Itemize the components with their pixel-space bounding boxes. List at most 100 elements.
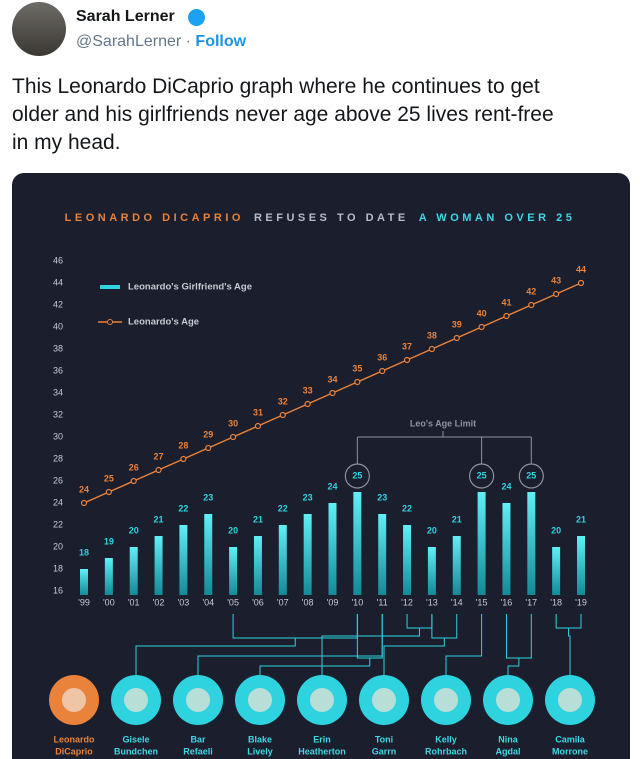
- point: [304, 400, 311, 408]
- person-name: Leonardo: [53, 734, 95, 744]
- point: [379, 367, 386, 375]
- x-tick-label: '17: [525, 597, 537, 607]
- y-tick-label: 32: [53, 409, 63, 419]
- bar: [527, 492, 536, 595]
- portrait-face: [372, 688, 396, 712]
- data-label: 30: [228, 418, 238, 428]
- tweet-text: older and his girlfriends never age abov…: [12, 103, 554, 126]
- data-label: 25: [477, 470, 487, 480]
- person-name: Rohrbach: [425, 746, 467, 756]
- connector: [445, 614, 483, 675]
- title-part: REFUSES TO DATE: [254, 212, 409, 224]
- x-tick-label: '11: [377, 597, 388, 607]
- person-name: Garrn: [372, 746, 397, 756]
- data-label: 20: [129, 525, 139, 535]
- chart-title: LEONARDO DICAPRIO REFUSES TO DATE A WOMAN …: [65, 212, 576, 224]
- y-tick-label: 24: [53, 497, 63, 507]
- x-tick-label: '03: [178, 597, 190, 607]
- data-label: 27: [154, 451, 164, 461]
- portrait-face: [62, 688, 86, 712]
- follow[interactable]: Follow: [195, 33, 247, 50]
- bar: [452, 536, 461, 595]
- bar: [80, 569, 88, 595]
- y-tick-label: 18: [53, 563, 63, 573]
- x-tick-label: '18: [550, 597, 562, 607]
- annotation: Leo's Age Limit: [410, 418, 476, 428]
- x-tick-label: '15: [476, 597, 488, 607]
- person-name: Lively: [247, 746, 273, 756]
- data-label: 21: [154, 514, 164, 524]
- point: [155, 466, 162, 474]
- person-name: Toni: [375, 734, 393, 744]
- data-label: 37: [402, 341, 412, 351]
- portrait-face: [248, 688, 272, 712]
- tweet-text: This Leonardo DiCaprio graph where he co…: [12, 75, 540, 98]
- data-label: 36: [377, 352, 387, 362]
- point: [553, 290, 560, 298]
- bar: [353, 492, 362, 595]
- bar: [253, 536, 262, 595]
- data-label: 23: [377, 492, 387, 502]
- person-name: Refaeli: [183, 746, 213, 756]
- portrait-face: [558, 688, 582, 712]
- person-name: Camila: [555, 734, 586, 744]
- person-name: Nina: [498, 734, 518, 744]
- point: [354, 378, 361, 386]
- x-tick-label: '12: [401, 597, 413, 607]
- bar: [303, 514, 312, 595]
- avatar[interactable]: [12, 2, 66, 56]
- x-tick-label: '13: [426, 597, 438, 607]
- bar: [427, 547, 436, 595]
- data-label: 29: [203, 429, 213, 439]
- legend-swatch: [100, 285, 120, 289]
- portrait-face: [310, 688, 334, 712]
- bar: [552, 547, 561, 595]
- point: [503, 312, 510, 320]
- point: [577, 279, 585, 287]
- bar: [229, 547, 238, 595]
- data-label: 44: [576, 264, 586, 274]
- data-label: 20: [551, 525, 561, 535]
- verified-badge: [188, 9, 205, 26]
- x-tick-label: '05: [227, 597, 239, 607]
- y-tick-label: 42: [53, 299, 63, 309]
- portrait-face: [496, 688, 520, 712]
- x-tick-label: '01: [128, 597, 140, 607]
- y-tick-label: 22: [53, 519, 63, 529]
- data-label: 21: [253, 514, 263, 524]
- data-label: 42: [526, 286, 536, 296]
- bar: [477, 492, 486, 595]
- data-label: 38: [427, 330, 437, 340]
- data-label: 25: [104, 473, 114, 483]
- point: [105, 488, 112, 496]
- point: [453, 334, 460, 342]
- bar: [104, 558, 113, 595]
- portrait-face: [186, 688, 210, 712]
- author[interactable]: Sarah Lerner: [76, 8, 175, 25]
- tweet-text: in my head.: [12, 131, 121, 154]
- person-name: Heatherton: [298, 746, 346, 756]
- y-tick-label: 26: [53, 475, 63, 485]
- legend-label: Leonardo's Girlfriend's Age: [128, 282, 252, 293]
- handle[interactable]: @SarahLerner: [76, 33, 182, 50]
- handle-row: @SarahLerner · Follow: [76, 33, 246, 51]
- point: [403, 356, 411, 364]
- person-name: Gisele: [122, 734, 149, 744]
- bar: [502, 503, 511, 595]
- person-name: Kelly: [435, 734, 457, 744]
- y-tick-label: 28: [53, 453, 63, 463]
- bar: [577, 536, 585, 595]
- data-label: 21: [452, 514, 462, 524]
- data-label: 26: [129, 462, 139, 472]
- chart-bg: [12, 173, 630, 759]
- person-name: Bar: [190, 734, 206, 744]
- data-label: 35: [352, 363, 362, 373]
- x-tick-label: '00: [103, 597, 115, 607]
- connector: [383, 614, 458, 675]
- data-label: 19: [104, 536, 114, 546]
- x-tick-label: '04: [202, 597, 214, 607]
- portrait-face: [434, 688, 458, 712]
- data-label: 20: [228, 525, 238, 535]
- data-label: 33: [303, 385, 313, 395]
- person-name: Morrone: [552, 746, 588, 756]
